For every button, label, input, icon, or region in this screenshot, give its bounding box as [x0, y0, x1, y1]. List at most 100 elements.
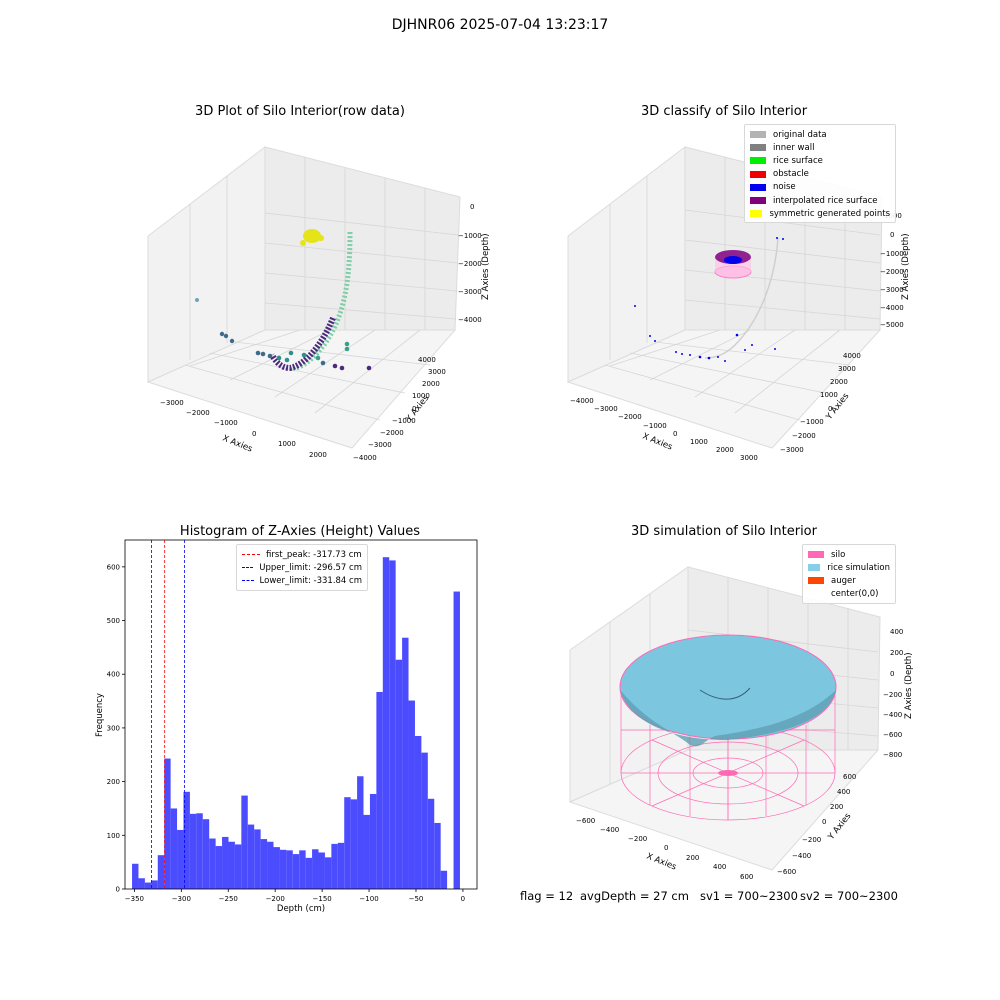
y-axis-label: Y Axies: [826, 811, 854, 843]
z-axis-label: Z Axies (Depth): [904, 652, 914, 719]
histogram-bar: [357, 776, 364, 889]
histogram-bar: [138, 878, 145, 889]
legend-line: [242, 567, 254, 569]
legend-swatch: [750, 210, 763, 218]
x-axis-label: X Axies: [645, 852, 678, 873]
x-tick: −3000: [594, 405, 618, 413]
z-tick: 0: [470, 203, 474, 211]
histogram-bars: [132, 557, 460, 889]
histogram-bar: [241, 795, 248, 889]
grid-lines: [604, 157, 881, 421]
x-tick: −600: [576, 817, 595, 825]
classify-3d-plot[interactable]: −4000 −3000 −2000 −1000 0 1000 2000 3000…: [500, 0, 1000, 500]
y-tick: 4000: [843, 352, 861, 360]
histogram-bar: [260, 839, 268, 889]
x-tick: −4000: [570, 397, 594, 405]
point: [315, 355, 321, 361]
y-tick: 2000: [422, 380, 440, 388]
sv1-text: sv1 = 700~2300: [700, 889, 798, 903]
legend-item: silo: [808, 548, 890, 561]
histogram-bar: [222, 836, 229, 889]
histogram-bar: [254, 829, 261, 889]
point: [300, 240, 306, 246]
legend-swatch: [808, 590, 824, 598]
y-tick: −3000: [780, 446, 804, 454]
x-tick: 2000: [716, 446, 734, 454]
legend-item: center(0,0): [808, 588, 890, 601]
histogram-bar: [427, 798, 435, 889]
point: [260, 351, 266, 357]
y-tick: 0: [412, 405, 416, 413]
simulation-3d-plot[interactable]: −600 −400 −200 0 200 400 600 −600 −400 −…: [500, 500, 1000, 920]
x-axis-label: Depth (cm): [277, 904, 325, 914]
histogram-bar: [369, 793, 377, 889]
y-tick: 400: [837, 788, 850, 796]
z-tick: 0: [890, 231, 894, 239]
x-tick-label: −100: [359, 895, 378, 903]
point: [219, 331, 225, 337]
original-data-arc: [704, 237, 779, 359]
y-tick: −2000: [380, 429, 404, 437]
z-tick: −2000: [880, 268, 904, 276]
sv2-text: sv2 = 700~2300: [800, 889, 898, 903]
y-tick: −4000: [353, 454, 377, 462]
legend-item: Lower_limit: -331.84 cm: [242, 574, 362, 587]
histogram-bar: [402, 637, 409, 889]
figure-title: DJHNR06 2025-07-04 13:23:17: [391, 17, 609, 33]
x-tick: 0: [673, 430, 677, 438]
raw-3d-plot[interactable]: −3000 −2000 −1000 0 1000 2000 −4000 −300…: [0, 0, 500, 500]
histogram-bar: [209, 838, 216, 889]
histogram-bar: [389, 560, 396, 889]
z-tick: −2000: [458, 260, 482, 268]
histogram-bar: [337, 842, 345, 889]
legend-swatch: [750, 170, 766, 178]
histogram-bar: [132, 863, 139, 889]
y-tick: 600: [843, 773, 856, 781]
point: [255, 350, 261, 356]
x-tick: −2000: [186, 409, 210, 417]
flag-text: flag = 12: [520, 889, 574, 903]
x-tick: 400: [713, 863, 726, 871]
histogram-bar: [363, 814, 370, 889]
silo-center-marker: [718, 770, 738, 776]
histogram-bar: [286, 850, 293, 889]
x-tick: −200: [628, 835, 647, 843]
histogram-bar: [279, 849, 287, 889]
histogram-chart[interactable]: −350 −300 −250 −200 −150 −100 −50 0 0 100 200 300 4…: [0, 500, 500, 920]
x-tick: −1000: [643, 422, 667, 430]
histogram-bar: [414, 735, 422, 889]
histogram-bar: [215, 846, 223, 889]
histogram-bar: [267, 841, 274, 889]
rice-simulation-surface: [619, 634, 837, 747]
y-tick: −600: [777, 868, 796, 876]
z-tick: −4000: [880, 304, 904, 312]
y-tick-label: 200: [107, 778, 120, 786]
histogram-bar: [292, 854, 300, 889]
histogram-bar: [177, 829, 184, 889]
x-tick-label: −200: [266, 895, 285, 903]
histogram-bar: [344, 797, 351, 889]
x-axis-label: X Axies: [641, 432, 674, 453]
legend-item: rice surface: [750, 154, 890, 167]
histogram-bar: [421, 752, 428, 889]
legend-swatch: [808, 551, 824, 559]
histogram-bar: [234, 844, 242, 889]
y-tick: 4000: [418, 356, 436, 364]
y-tick: 2000: [830, 378, 848, 386]
z-tick: −3000: [880, 286, 904, 294]
histogram-bar: [299, 850, 306, 889]
classify-plot-title: 3D classify of Silo Interior: [640, 104, 808, 119]
z-axis-label: Z Axies (Depth): [901, 233, 911, 300]
point: [288, 350, 294, 356]
simulation-legend: silo rice simulation auger center(0,0): [802, 544, 896, 604]
legend-swatch: [750, 131, 766, 139]
histogram-bar: [164, 758, 171, 889]
pane-floor: [146, 329, 457, 449]
y-tick: −3000: [368, 441, 392, 449]
legend-swatch: [808, 577, 824, 585]
classify-legend: original data inner wall rice surface ob…: [744, 124, 896, 224]
y-tick-label: 100: [107, 832, 120, 840]
legend-swatch: [750, 157, 766, 165]
histogram-bar: [440, 870, 448, 889]
y-tick: −1000: [392, 417, 416, 425]
